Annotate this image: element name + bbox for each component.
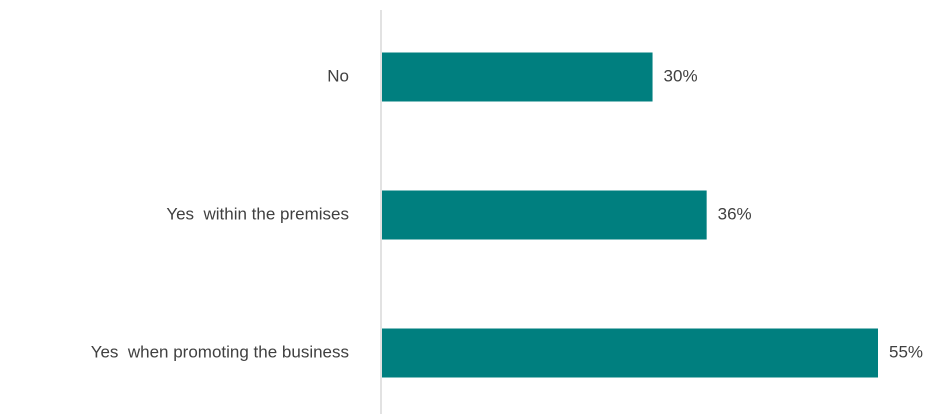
bars-layer [382,52,878,378]
labels-layer: No 30% Yes within the premises 36% Yes when … [91,66,923,361]
value-label: 36% [718,204,752,223]
value-label: 30% [664,66,698,85]
value-label: 55% [889,342,923,361]
bar [382,328,878,378]
bar [382,52,653,102]
category-label: No [327,66,349,85]
category-label: Yes when promoting the business [91,342,349,361]
category-label: Yes within the premises [166,204,349,223]
bar [382,190,707,240]
